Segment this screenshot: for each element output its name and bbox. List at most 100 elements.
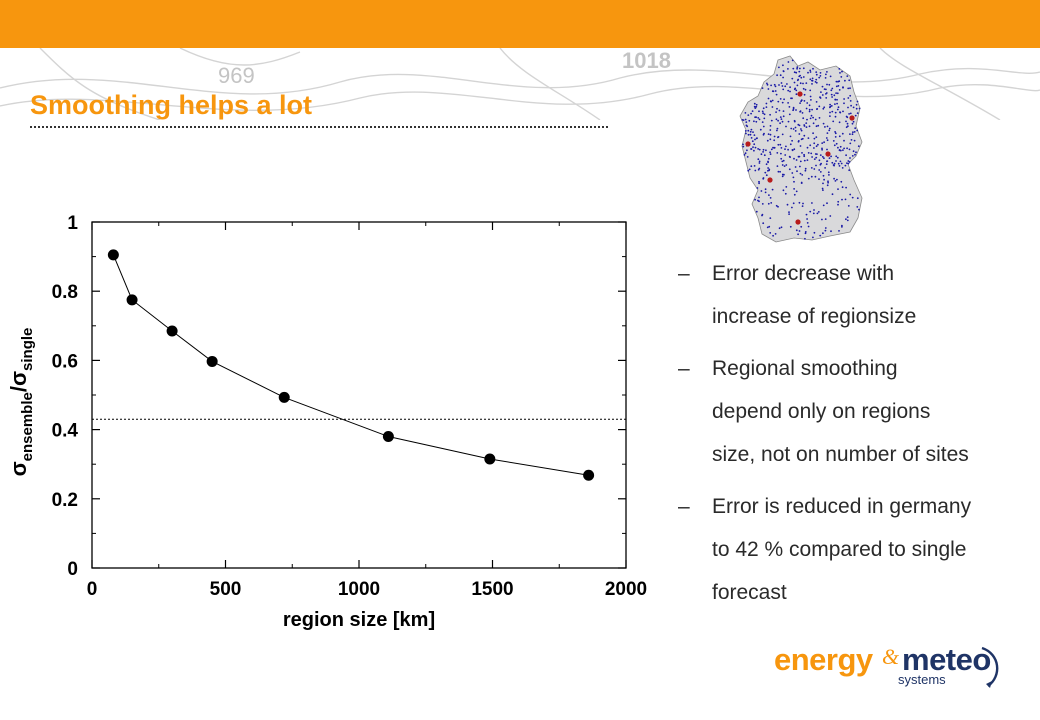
site-dot — [809, 89, 812, 92]
site-dot — [825, 137, 828, 139]
site-dot — [793, 157, 795, 160]
site-dot — [811, 83, 813, 85]
x-tick-label: 500 — [210, 579, 242, 600]
site-dot — [750, 165, 753, 168]
site-dot — [824, 126, 826, 128]
site-dot — [815, 71, 818, 73]
site-dot — [823, 106, 826, 109]
site-dot — [782, 110, 785, 112]
site-dot — [825, 73, 827, 76]
site-dot — [755, 120, 758, 123]
bullet-item: – Regional smoothing depend only on regi… — [678, 347, 1040, 476]
site-dot — [846, 162, 848, 164]
site-dot — [831, 193, 834, 196]
site-dot — [836, 156, 839, 159]
site-dot — [769, 151, 771, 154]
site-dot — [749, 130, 752, 133]
site-dot — [793, 88, 796, 91]
site-dot — [793, 81, 796, 84]
site-dot — [826, 202, 828, 205]
site-dot — [796, 79, 799, 82]
site-dot — [759, 128, 762, 131]
site-dot — [769, 217, 772, 220]
site-dot — [780, 82, 783, 84]
site-dot — [826, 125, 829, 128]
site-dot — [779, 98, 782, 100]
site-dot — [787, 89, 790, 92]
site-dot — [750, 128, 753, 131]
site-dot — [844, 79, 846, 82]
site-dot — [755, 210, 758, 213]
bullet-marker: – — [678, 357, 690, 380]
site-dot — [796, 84, 799, 87]
x-axis-label: region size [km] — [283, 609, 435, 631]
site-dot — [779, 122, 781, 125]
site-dot — [849, 100, 852, 102]
site-dot — [833, 144, 836, 147]
site-dot — [744, 152, 747, 155]
bullet-list: – Error decrease with increase of region… — [678, 252, 1040, 623]
site-dot — [821, 187, 824, 190]
site-dot — [838, 135, 841, 138]
site-dot — [745, 132, 747, 135]
site-dot — [805, 82, 808, 84]
site-dot — [760, 153, 763, 156]
site-dot — [796, 66, 799, 69]
site-dot — [745, 121, 748, 123]
site-dot — [822, 107, 825, 110]
site-dots — [741, 59, 861, 240]
site-dot — [764, 191, 767, 194]
site-cluster-dot — [797, 91, 803, 97]
site-dot — [839, 111, 842, 114]
y-tick-label: 1 — [67, 213, 78, 234]
site-dot — [846, 216, 849, 219]
site-dot — [774, 90, 777, 92]
site-dot — [788, 155, 791, 158]
site-dot — [843, 147, 845, 150]
site-dot — [782, 115, 785, 118]
site-dot — [746, 149, 748, 152]
site-dot — [815, 78, 818, 81]
site-dot — [795, 159, 798, 161]
site-dot — [836, 92, 839, 95]
site-dot — [777, 100, 780, 103]
site-dot — [794, 130, 797, 132]
site-dot — [744, 118, 747, 121]
site-dot — [753, 165, 756, 167]
site-dot — [836, 178, 838, 181]
site-dot — [807, 152, 810, 154]
site-dot — [770, 148, 773, 151]
site-dot — [765, 102, 768, 105]
site-dot — [805, 107, 808, 110]
site-dot — [837, 203, 839, 206]
site-dot — [809, 71, 812, 73]
site-dot — [798, 155, 801, 158]
site-dot — [762, 125, 765, 128]
site-dot — [828, 83, 831, 86]
site-dot — [853, 131, 856, 133]
data-point — [126, 294, 138, 306]
site-dot — [744, 112, 747, 114]
site-dot — [767, 133, 770, 135]
site-dot — [857, 145, 860, 148]
y-tick-label: 0.8 — [52, 282, 78, 303]
site-dot — [789, 135, 792, 138]
site-dot — [847, 125, 849, 127]
site-dot — [822, 232, 824, 235]
site-dot — [774, 233, 777, 235]
site-dot — [755, 116, 757, 119]
site-dot — [805, 213, 808, 216]
site-dot — [849, 94, 852, 97]
site-dot — [828, 157, 831, 159]
site-dot — [816, 108, 819, 110]
site-dot — [817, 143, 819, 146]
site-dot — [785, 145, 787, 148]
site-dot — [792, 67, 795, 70]
site-dot — [821, 85, 824, 88]
site-dot — [828, 129, 831, 132]
site-dot — [791, 149, 794, 151]
site-dot — [784, 85, 787, 88]
site-dot — [757, 117, 760, 119]
site-dot — [765, 149, 767, 152]
data-point — [484, 453, 496, 465]
